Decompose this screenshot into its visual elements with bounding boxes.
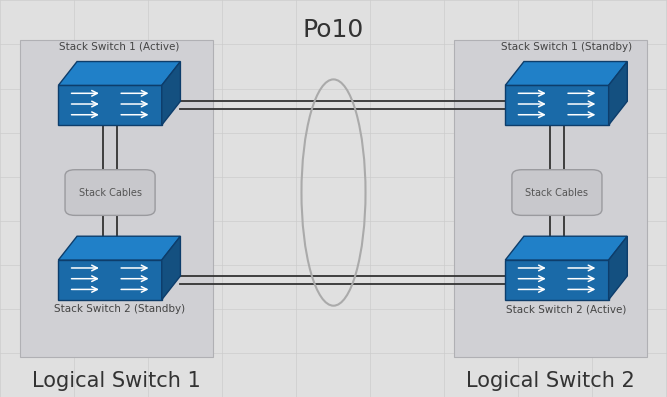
Text: Stack Switch 2 (Active): Stack Switch 2 (Active) xyxy=(506,304,626,314)
FancyBboxPatch shape xyxy=(59,260,161,300)
Polygon shape xyxy=(505,236,627,260)
Polygon shape xyxy=(59,62,180,85)
Polygon shape xyxy=(505,62,627,85)
Polygon shape xyxy=(608,236,627,300)
Text: Stack Cables: Stack Cables xyxy=(79,187,141,198)
FancyBboxPatch shape xyxy=(20,40,213,357)
Polygon shape xyxy=(161,236,180,300)
Text: Po10: Po10 xyxy=(303,18,364,42)
Polygon shape xyxy=(59,236,180,260)
Text: Stack Switch 2 (Standby): Stack Switch 2 (Standby) xyxy=(54,304,185,314)
Text: Logical Switch 1: Logical Switch 1 xyxy=(33,371,201,391)
FancyBboxPatch shape xyxy=(512,170,602,215)
Polygon shape xyxy=(161,62,180,125)
FancyBboxPatch shape xyxy=(59,85,161,125)
FancyBboxPatch shape xyxy=(454,40,647,357)
FancyBboxPatch shape xyxy=(505,85,608,125)
Text: Stack Switch 1 (Standby): Stack Switch 1 (Standby) xyxy=(501,42,632,52)
Text: Stack Switch 1 (Active): Stack Switch 1 (Active) xyxy=(59,42,179,52)
Polygon shape xyxy=(608,62,627,125)
FancyBboxPatch shape xyxy=(65,170,155,215)
Text: Stack Cables: Stack Cables xyxy=(526,187,588,198)
FancyBboxPatch shape xyxy=(505,260,608,300)
Text: Logical Switch 2: Logical Switch 2 xyxy=(466,371,634,391)
